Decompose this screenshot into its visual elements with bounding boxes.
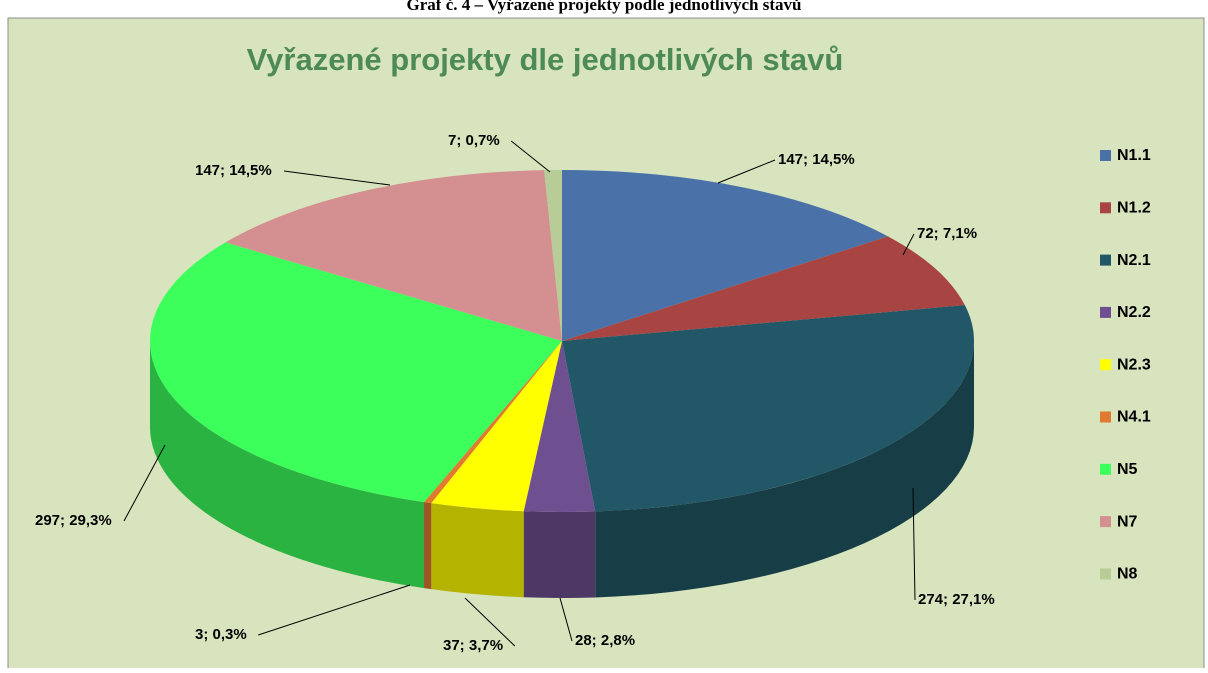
- slice: [562, 170, 888, 341]
- chart-title: Vyřazené projekty dle jednotlivých stavů: [247, 42, 844, 77]
- slice: [562, 236, 965, 341]
- leader-line: [559, 597, 573, 642]
- leader-line: [510, 140, 551, 173]
- data-label: 297; 29,3%: [35, 512, 112, 529]
- slice: [523, 341, 596, 512]
- slice-side: [595, 341, 975, 598]
- slice-side: [424, 502, 432, 590]
- legend-label: N1.1: [1117, 147, 1151, 164]
- legend-label: N7: [1117, 513, 1138, 530]
- legend-swatch: [1100, 411, 1111, 423]
- data-label: 37; 3,7%: [443, 637, 503, 654]
- leader-line: [283, 170, 391, 186]
- legend-swatch: [1100, 359, 1111, 371]
- legend-swatch: [1100, 150, 1111, 161]
- leader-line: [717, 159, 776, 184]
- legend-label: N2.2: [1117, 304, 1151, 321]
- legend-label: N8: [1117, 566, 1138, 583]
- leader-line: [902, 233, 915, 256]
- slice: [149, 242, 563, 503]
- legend-label: N2.3: [1117, 356, 1151, 373]
- slice-side: [150, 341, 425, 589]
- data-label: 28; 2,8%: [575, 632, 635, 649]
- caption: Graf č. 4 – Vyřazené projekty podle jedn…: [407, 0, 802, 14]
- data-label: 3; 0,3%: [195, 626, 247, 643]
- legend-swatch: [1100, 202, 1111, 214]
- slice-side: [431, 503, 524, 598]
- leader-line: [464, 597, 516, 647]
- leader-line: [258, 584, 411, 636]
- data-label: 147; 14,5%: [778, 151, 855, 168]
- data-label: 7; 0,7%: [448, 132, 500, 149]
- data-label: 147; 14,5%: [195, 162, 272, 179]
- slice: [562, 305, 974, 512]
- slice: [225, 170, 563, 341]
- legend-label: N5: [1117, 461, 1138, 478]
- legend-swatch: [1100, 254, 1111, 266]
- slice: [431, 341, 562, 512]
- legend-swatch: [1100, 463, 1111, 475]
- legend-label: N4.1: [1117, 409, 1151, 426]
- legend-label: N2.1: [1117, 252, 1151, 269]
- legend-swatch: [1100, 568, 1111, 580]
- data-label: 274; 27,1%: [918, 591, 995, 608]
- data-label: 72; 7,1%: [917, 225, 977, 242]
- legend-swatch: [1100, 516, 1111, 528]
- leader-line: [912, 487, 916, 601]
- legend-label: N1.2: [1117, 200, 1151, 217]
- slice: [424, 341, 562, 504]
- slice: [544, 170, 562, 341]
- legend-swatch: [1100, 306, 1111, 318]
- leader-line: [123, 444, 166, 522]
- slice-side: [523, 511, 596, 598]
